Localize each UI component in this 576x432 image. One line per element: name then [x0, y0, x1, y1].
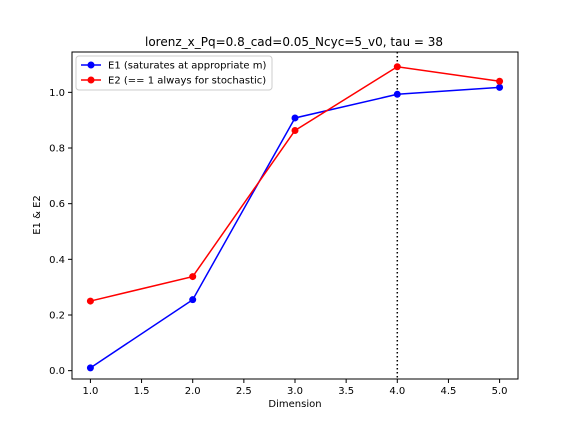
- data-point-e2-4: [393, 63, 401, 71]
- legend: E1 (saturates at appropriate m) E2 (== 1…: [75, 55, 273, 91]
- y-tick-label: 0.0: [49, 366, 65, 377]
- legend-label-e1: E1 (saturates at appropriate m): [108, 61, 266, 72]
- x-tick-label: 3.0: [287, 386, 303, 397]
- y-tick-label: 1.0: [49, 88, 65, 99]
- data-point-e2-2: [189, 273, 197, 281]
- x-tick-label: 1.0: [82, 386, 98, 397]
- data-point-e2-5: [496, 77, 504, 85]
- x-tick-label: 2.5: [236, 386, 252, 397]
- y-tick-label: 0.2: [49, 310, 65, 321]
- chart-title: lorenz_x_Pq=0.8_cad=0.05_Ncyc=5_v0, tau …: [145, 35, 443, 49]
- legend-marker-e1: [87, 61, 95, 69]
- data-point-e1-3: [291, 114, 299, 122]
- legend-box: [75, 55, 273, 91]
- plot-frame: [71, 51, 519, 380]
- data-point-e1-4: [393, 90, 401, 98]
- y-tick-label: 0.4: [49, 255, 65, 266]
- data-point-e2-1: [86, 297, 94, 305]
- x-tick-label: 4.5: [440, 386, 456, 397]
- data-point-e2-3: [291, 126, 299, 134]
- legend-marker-e2: [87, 76, 95, 84]
- data-point-e1-1: [86, 364, 94, 372]
- x-tick-label: 1.5: [134, 386, 150, 397]
- series-line-e2: [90, 65, 500, 302]
- y-tick-label: 0.6: [49, 199, 65, 210]
- data-point-e1-2: [189, 296, 197, 304]
- x-axis-label: Dimension: [268, 399, 321, 410]
- y-axis-label: E1 & E2: [32, 195, 43, 235]
- plot-area: [86, 52, 504, 379]
- x-tick-label: 4.0: [389, 386, 405, 397]
- x-tick-label: 2.0: [185, 386, 201, 397]
- legend-label-e2: E2 (== 1 always for stochastic): [108, 76, 266, 87]
- x-tick-label: 3.5: [338, 386, 354, 397]
- y-tick-label: 0.8: [49, 144, 65, 155]
- data-point-e1-5: [496, 83, 504, 91]
- axes: 1.0 1.5 2.0 2.5 3.0 3.5 4.0 4.5 5.0 0.0 0.2 0.4 0.6 0…: [49, 88, 507, 397]
- x-tick-label: 5.0: [492, 386, 508, 397]
